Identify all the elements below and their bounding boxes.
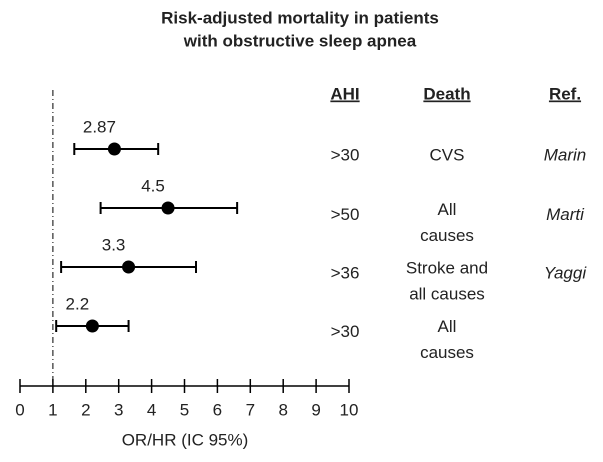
data-label: 4.5: [141, 176, 165, 195]
data-label: 2.87: [83, 117, 116, 136]
ahi-cell: >30: [331, 145, 360, 164]
death-cell: CVS: [430, 145, 465, 164]
x-tick-label: 10: [340, 400, 359, 419]
ref-cell: Yaggi: [544, 263, 587, 282]
data-label: 3.3: [102, 235, 126, 254]
x-tick-label: 1: [48, 400, 57, 419]
ref-cell: Marin: [544, 145, 587, 164]
death-cell: All: [438, 317, 457, 336]
ahi-cell: >50: [331, 205, 360, 224]
ahi-cell: >36: [331, 263, 360, 282]
x-tick-label: 5: [180, 400, 189, 419]
column-header: Ref.: [549, 84, 581, 103]
chart-title: Risk-adjusted mortality in patients: [161, 8, 439, 27]
x-tick-label: 4: [147, 400, 156, 419]
point-estimate: [161, 201, 175, 215]
column-header: AHI: [330, 84, 359, 103]
x-tick-label: 9: [311, 400, 320, 419]
ahi-cell: >30: [331, 322, 360, 341]
point-estimate: [107, 142, 121, 156]
death-cell: Stroke and: [406, 258, 488, 277]
death-cell: all causes: [409, 284, 485, 303]
x-tick-label: 6: [213, 400, 222, 419]
point-estimate: [85, 319, 99, 333]
x-tick-label: 3: [114, 400, 123, 419]
x-tick-label: 2: [81, 400, 90, 419]
x-tick-label: 0: [15, 400, 24, 419]
ref-cell: Marti: [546, 205, 585, 224]
death-cell: causes: [420, 226, 474, 245]
x-axis-label: OR/HR (IC 95%): [122, 430, 249, 449]
death-cell: All: [438, 200, 457, 219]
data-label: 2.2: [66, 294, 90, 313]
x-tick-label: 7: [246, 400, 255, 419]
chart-title: with obstructive sleep apnea: [183, 31, 417, 50]
point-estimate: [122, 260, 136, 274]
x-tick-label: 8: [278, 400, 287, 419]
column-header: Death: [423, 84, 470, 103]
death-cell: causes: [420, 343, 474, 362]
